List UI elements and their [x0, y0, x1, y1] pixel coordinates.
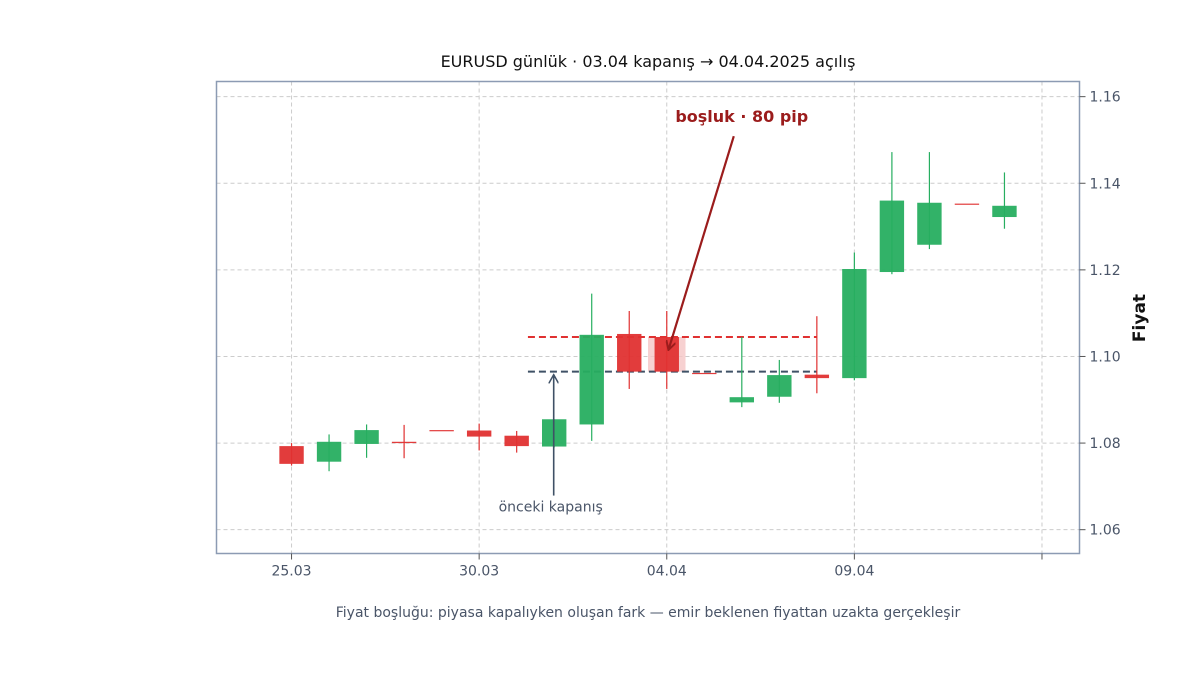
candle-body	[842, 269, 867, 379]
y-tick-label: 1.12	[1090, 263, 1121, 279]
candle-body	[354, 430, 379, 444]
candle-body	[992, 205, 1017, 218]
candle-body	[654, 336, 679, 372]
grid-layer	[216, 81, 1080, 554]
chart-title: EURUSD günlük · 03.04 kapanış → 04.04.20…	[441, 52, 856, 71]
plot-frame	[215, 80, 1081, 555]
y-tick-label: 1.06	[1090, 523, 1121, 539]
y-tick-label: 1.10	[1090, 349, 1121, 365]
x-tick-label: 04.04	[647, 564, 687, 580]
candle-body	[617, 333, 642, 372]
candle-body	[804, 374, 830, 379]
chart-caption: Fiyat boşluğu: piyasa kapalıyken oluşan …	[336, 605, 961, 621]
y-axis-label: Fiyat	[1130, 294, 1150, 342]
y-tick-label: 1.14	[1090, 176, 1121, 192]
gap-label: boşluk · 80 pip	[675, 107, 808, 126]
x-tick-label: 25.03	[271, 564, 311, 580]
candle-body	[879, 200, 905, 273]
candle-body	[316, 441, 342, 462]
y-axis: 1.06 1.08 1.10 1.12 1.14 1.16	[1079, 90, 1121, 539]
y-tick-label: 1.08	[1090, 436, 1121, 452]
candle-layer	[279, 152, 1017, 472]
annotation-layer: boşluk · 80 pip önceki kapanış	[499, 107, 809, 515]
gap-arrow	[669, 135, 735, 349]
candle-body	[504, 435, 529, 447]
candle-body	[279, 446, 304, 464]
candle-body	[466, 430, 492, 437]
candle-body	[954, 203, 980, 205]
prev-close-label: önceki kapanış	[499, 500, 603, 516]
candle-body	[917, 202, 942, 245]
x-axis: 25.03 30.03 04.04 09.04	[271, 553, 1043, 580]
candle-body	[391, 441, 417, 444]
y-tick-label: 1.16	[1090, 90, 1121, 106]
candle-body	[767, 375, 792, 397]
candle-body	[579, 334, 604, 425]
candle-body	[429, 430, 454, 432]
candle-body	[729, 397, 754, 403]
candle-body	[692, 372, 717, 375]
x-tick-label: 09.04	[834, 564, 874, 580]
x-tick-label: 30.03	[459, 564, 499, 580]
